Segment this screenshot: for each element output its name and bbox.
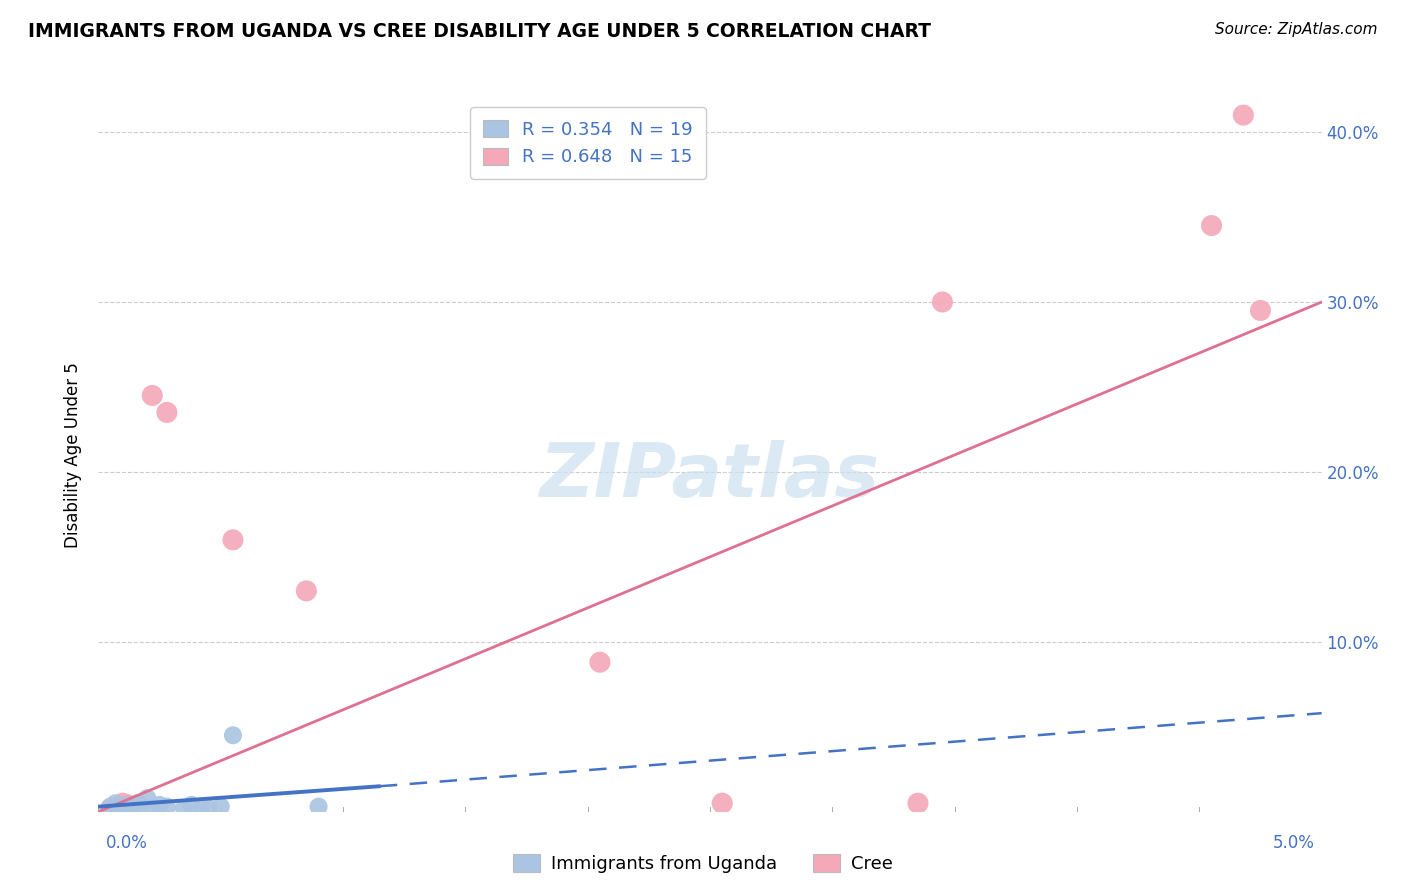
Point (222, 533, 245, 547)
Point (308, 799, 330, 814)
Text: Source: ZipAtlas.com: Source: ZipAtlas.com (1215, 22, 1378, 37)
Point (131, 799, 153, 814)
Point (107, 801, 129, 815)
Point (100, 799, 122, 814)
Point (711, 796, 734, 810)
Text: ZIPatlas: ZIPatlas (540, 440, 880, 513)
Point (156, 799, 179, 814)
Point (111, 796, 134, 810)
Point (104, 796, 127, 810)
Point (589, 655, 612, 669)
Point (141, 801, 163, 815)
Point (209, 799, 232, 814)
Point (907, 796, 929, 810)
Point (295, 583, 318, 598)
Y-axis label: Disability Age Under 5: Disability Age Under 5 (65, 362, 83, 548)
Point (197, 801, 219, 815)
Point (111, 803, 134, 817)
Point (156, 405, 179, 419)
Point (222, 728, 245, 742)
Point (141, 388, 163, 402)
Text: IMMIGRANTS FROM UGANDA VS CREE DISABILITY AGE UNDER 5 CORRELATION CHART: IMMIGRANTS FROM UGANDA VS CREE DISABILIT… (28, 22, 931, 41)
Point (100, 801, 122, 815)
Point (127, 796, 149, 810)
Point (931, 295, 953, 310)
Legend: R = 0.354   N = 19, R = 0.648   N = 15: R = 0.354 N = 19, R = 0.648 N = 15 (470, 107, 706, 179)
Point (1250, 303, 1272, 318)
Text: 5.0%: 5.0% (1272, 834, 1315, 852)
Point (180, 797, 202, 812)
Point (1232, 108, 1254, 122)
Text: 0.0%: 0.0% (105, 834, 148, 852)
Point (1201, 219, 1223, 233)
Point (173, 801, 195, 815)
Point (121, 801, 143, 815)
Legend: Immigrants from Uganda, Cree: Immigrants from Uganda, Cree (508, 849, 898, 879)
Point (117, 797, 139, 812)
Point (107, 799, 129, 814)
Point (190, 799, 212, 814)
Point (117, 797, 139, 812)
Point (149, 797, 172, 812)
Point (136, 791, 159, 805)
